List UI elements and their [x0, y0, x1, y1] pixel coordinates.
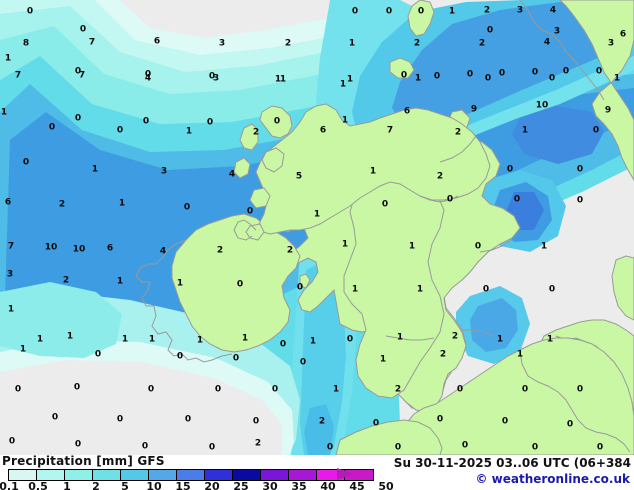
land-islay: [245, 223, 265, 241]
scale-tick-35: 35: [291, 480, 307, 490]
scale-swatch-2: [65, 470, 93, 480]
scale-swatch-12: [345, 470, 373, 480]
scale-swatch-0: [9, 470, 37, 480]
land-isle-of-man: [299, 273, 311, 289]
land-ireland: [171, 213, 301, 353]
land-mull: [249, 187, 271, 209]
scale-swatch-1: [37, 470, 65, 480]
land-shetland: [407, 0, 435, 37]
scale-tick-20: 20: [204, 480, 220, 490]
legend-title: Precipitation [mm] GFS: [2, 454, 165, 468]
scale-swatch-9: [261, 470, 289, 480]
forecast-timestamp: Su 30-11-2025 03..06 UTC (06+384: [393, 456, 631, 470]
color-scale-wrapper: [8, 469, 374, 481]
coastline-layer: [233, 135, 513, 341]
precip-band-nchannel2: [470, 298, 518, 352]
precip-band-sw3: [0, 360, 282, 455]
land-england: [343, 177, 445, 399]
land-orkney: [389, 57, 415, 79]
copyright-credit: © weatheronline.co.uk: [475, 472, 630, 486]
map-canvas: [0, 0, 634, 455]
scale-tick-30: 30: [262, 480, 278, 490]
scale-tick-40: 40: [320, 480, 336, 490]
land-outer-hebrides: [259, 105, 293, 139]
scale-tick-1: 1: [63, 480, 71, 490]
land-ireland-detail: [135, 239, 233, 363]
land-skye: [261, 147, 285, 173]
scale-tick-labels: 0.1 0.5 1 2 5 10 15 20 25 30 35 40 45 50: [0, 480, 394, 490]
scale-tick-15: 15: [175, 480, 191, 490]
coast-humber: [479, 239, 513, 253]
land-norway-coast: [519, 0, 605, 101]
coast-bristol-channel: [385, 335, 435, 341]
landmass-layer: [135, 0, 634, 455]
scale-tick-0.5: 0.5: [28, 480, 48, 490]
scale-tick-25: 25: [233, 480, 249, 490]
land-denmark: [611, 255, 634, 321]
scale-tick-5: 5: [121, 480, 129, 490]
scale-swatch-10: [289, 470, 317, 480]
coast-firth-forth: [419, 195, 459, 203]
precip-band-ne3: [392, 0, 634, 128]
coast-moray-firth: [439, 135, 477, 163]
scale-tick-45: 45: [349, 480, 365, 490]
scale-swatch-3: [93, 470, 121, 480]
land-brittany: [335, 419, 443, 455]
scale-overflow-arrow-icon: [337, 468, 354, 480]
precip-band-irishsea3: [304, 404, 334, 455]
scale-swatch-6: [177, 470, 205, 480]
land-hebrides-2: [239, 123, 259, 151]
land-scotland: [255, 103, 491, 235]
coast-scotland-west: [233, 219, 257, 241]
land-hebrides-3: [233, 157, 251, 179]
precip-band-wire: [0, 282, 122, 358]
precip-core-a: [512, 106, 604, 164]
scale-swatch-5: [149, 470, 177, 480]
coast-thames: [460, 329, 495, 337]
scale-tick-50: 50: [378, 480, 394, 490]
land-norway: [559, 0, 634, 181]
scale-swatch-4: [121, 470, 149, 480]
scale-tick-2: 2: [92, 480, 100, 490]
scale-swatch-7: [205, 470, 233, 480]
scale-tick-0.1: 0.1: [0, 480, 19, 490]
scale-tick-10: 10: [146, 480, 162, 490]
land-france-border: [519, 349, 631, 453]
legend-bar: Precipitation [mm] GFS 0.1 0.5 1 2 5 10 15 20 25…: [0, 454, 634, 490]
color-scale: [8, 469, 374, 481]
scale-swatch-8: [233, 470, 261, 480]
